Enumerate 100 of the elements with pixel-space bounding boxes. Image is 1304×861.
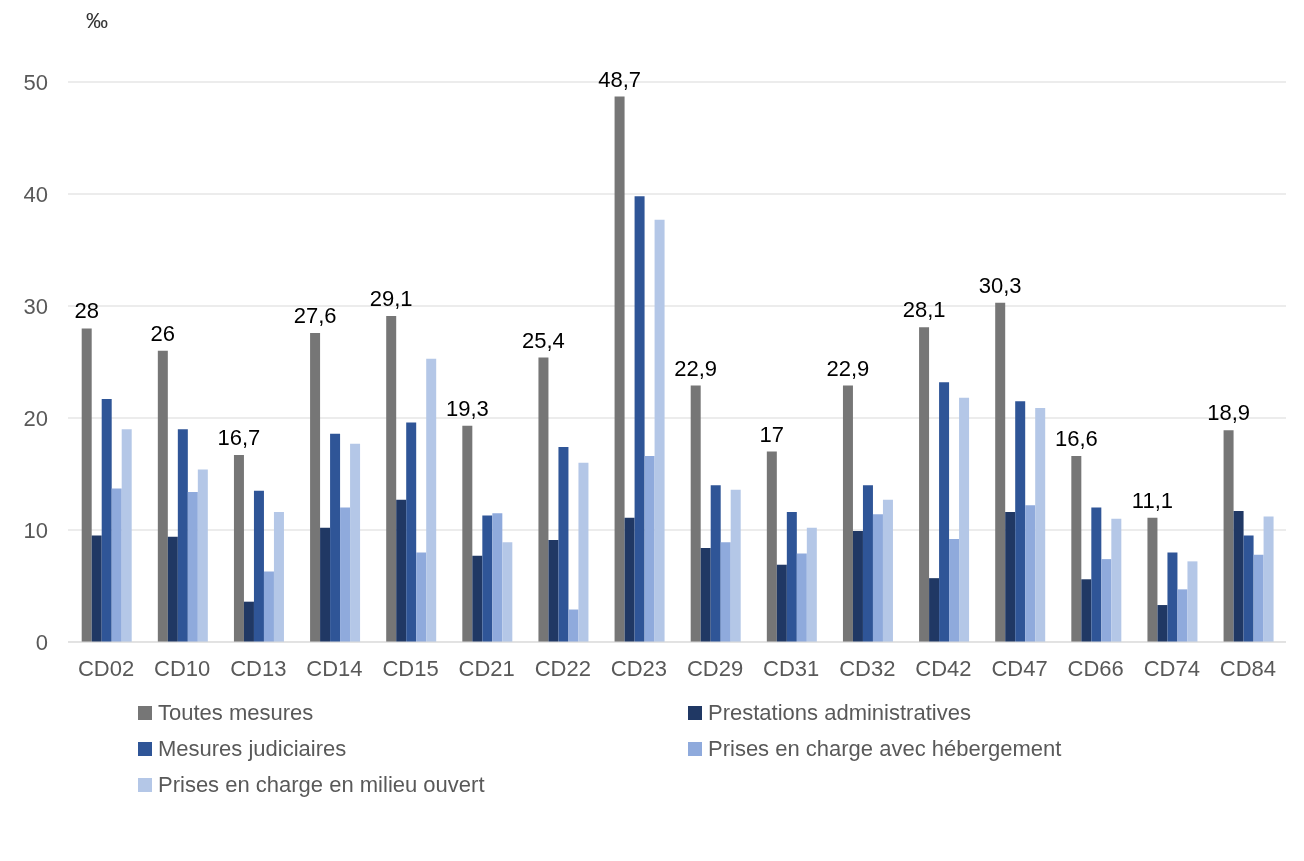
data-label: 48,7 xyxy=(598,66,641,92)
bar xyxy=(700,547,711,642)
data-label: 22,9 xyxy=(826,355,870,381)
bar xyxy=(624,517,635,642)
bar xyxy=(568,609,579,642)
bar xyxy=(111,488,122,642)
x-tick-label: CD13 xyxy=(230,655,287,681)
legend-label: Prises en charge en milieu ouvert xyxy=(158,772,485,798)
legend-label: Toutes mesures xyxy=(158,700,314,726)
bar xyxy=(502,542,513,642)
x-tick-label: CD15 xyxy=(382,655,439,681)
y-tick-label: 50 xyxy=(23,69,48,95)
bar xyxy=(644,456,655,642)
bar xyxy=(406,422,417,642)
bar xyxy=(1157,605,1168,642)
bar xyxy=(482,515,493,642)
bar xyxy=(786,512,797,642)
bar xyxy=(995,302,1006,642)
bar xyxy=(1035,407,1046,642)
bar xyxy=(1243,535,1254,642)
bar xyxy=(634,196,645,642)
y-tick-label: 10 xyxy=(23,517,48,543)
bar xyxy=(1223,430,1234,642)
bar xyxy=(1081,579,1092,642)
data-label: 28,1 xyxy=(902,297,946,323)
bar xyxy=(1091,507,1102,642)
bar xyxy=(538,357,549,642)
bar xyxy=(1071,456,1082,642)
data-label: 28 xyxy=(74,298,99,324)
bar xyxy=(1177,589,1188,642)
y-tick-label: 30 xyxy=(23,293,48,319)
bar xyxy=(1025,505,1036,642)
bar xyxy=(1263,516,1274,642)
bar xyxy=(416,552,427,642)
bar xyxy=(187,491,198,642)
bar xyxy=(796,553,807,642)
legend-label: Mesures judiciaires xyxy=(158,736,347,762)
data-label: 26 xyxy=(150,320,176,346)
bar xyxy=(872,514,883,642)
x-tick-label: CD84 xyxy=(1219,655,1277,681)
legend-label: Prestations administratives xyxy=(708,700,971,726)
x-tick-label: CD66 xyxy=(1067,655,1124,681)
data-label: 22,9 xyxy=(674,355,718,381)
bar xyxy=(426,358,437,642)
y-tick-label: 0 xyxy=(35,629,48,655)
data-label: 29,1 xyxy=(369,286,413,312)
bar xyxy=(1015,401,1026,642)
data-label: 25,4 xyxy=(522,327,565,353)
bar xyxy=(766,451,777,642)
bar xyxy=(882,499,893,642)
bar xyxy=(263,571,274,642)
bar xyxy=(578,462,589,642)
bar xyxy=(959,397,970,642)
bar xyxy=(167,536,178,642)
x-tick-label: CD32 xyxy=(839,655,896,681)
bar xyxy=(852,531,863,642)
bar xyxy=(1147,517,1158,642)
bar xyxy=(157,350,168,642)
y-tick-label: 20 xyxy=(23,405,48,431)
bar xyxy=(720,542,731,642)
data-label: 30,3 xyxy=(978,272,1022,298)
data-label: 16,7 xyxy=(217,424,261,450)
bar xyxy=(350,443,361,642)
bar xyxy=(806,527,817,642)
bar xyxy=(939,382,950,642)
bar xyxy=(654,219,665,642)
bar xyxy=(690,385,701,642)
x-tick-label: CD14 xyxy=(306,655,363,681)
bar xyxy=(310,332,321,642)
x-tick-label: CD10 xyxy=(154,655,211,681)
bar xyxy=(462,425,473,642)
bar xyxy=(1167,552,1178,642)
bar xyxy=(91,535,102,642)
bar xyxy=(862,485,873,642)
bar xyxy=(1111,518,1122,642)
x-tick-label: CD21 xyxy=(458,655,515,681)
bar xyxy=(949,538,960,642)
x-tick-label: CD42 xyxy=(915,655,972,681)
x-tick-label: CD02 xyxy=(77,655,135,681)
bar xyxy=(243,601,254,642)
bar xyxy=(197,469,208,642)
bar xyxy=(386,316,397,642)
bar xyxy=(1101,559,1112,642)
bar xyxy=(1233,510,1244,642)
bar xyxy=(776,564,787,642)
bar xyxy=(320,527,331,642)
bar xyxy=(710,485,721,642)
bar xyxy=(177,429,188,642)
x-tick-label: CD74 xyxy=(1143,655,1200,681)
bar xyxy=(730,489,741,642)
x-tick-label: CD29 xyxy=(686,655,744,681)
x-tick-label: CD22 xyxy=(534,655,591,681)
bar xyxy=(614,96,625,642)
bar xyxy=(842,385,853,642)
bar xyxy=(101,398,112,642)
bar xyxy=(548,540,559,642)
bar xyxy=(396,499,407,642)
data-label: 17 xyxy=(759,421,785,447)
bar xyxy=(558,447,569,642)
bar xyxy=(929,578,940,642)
